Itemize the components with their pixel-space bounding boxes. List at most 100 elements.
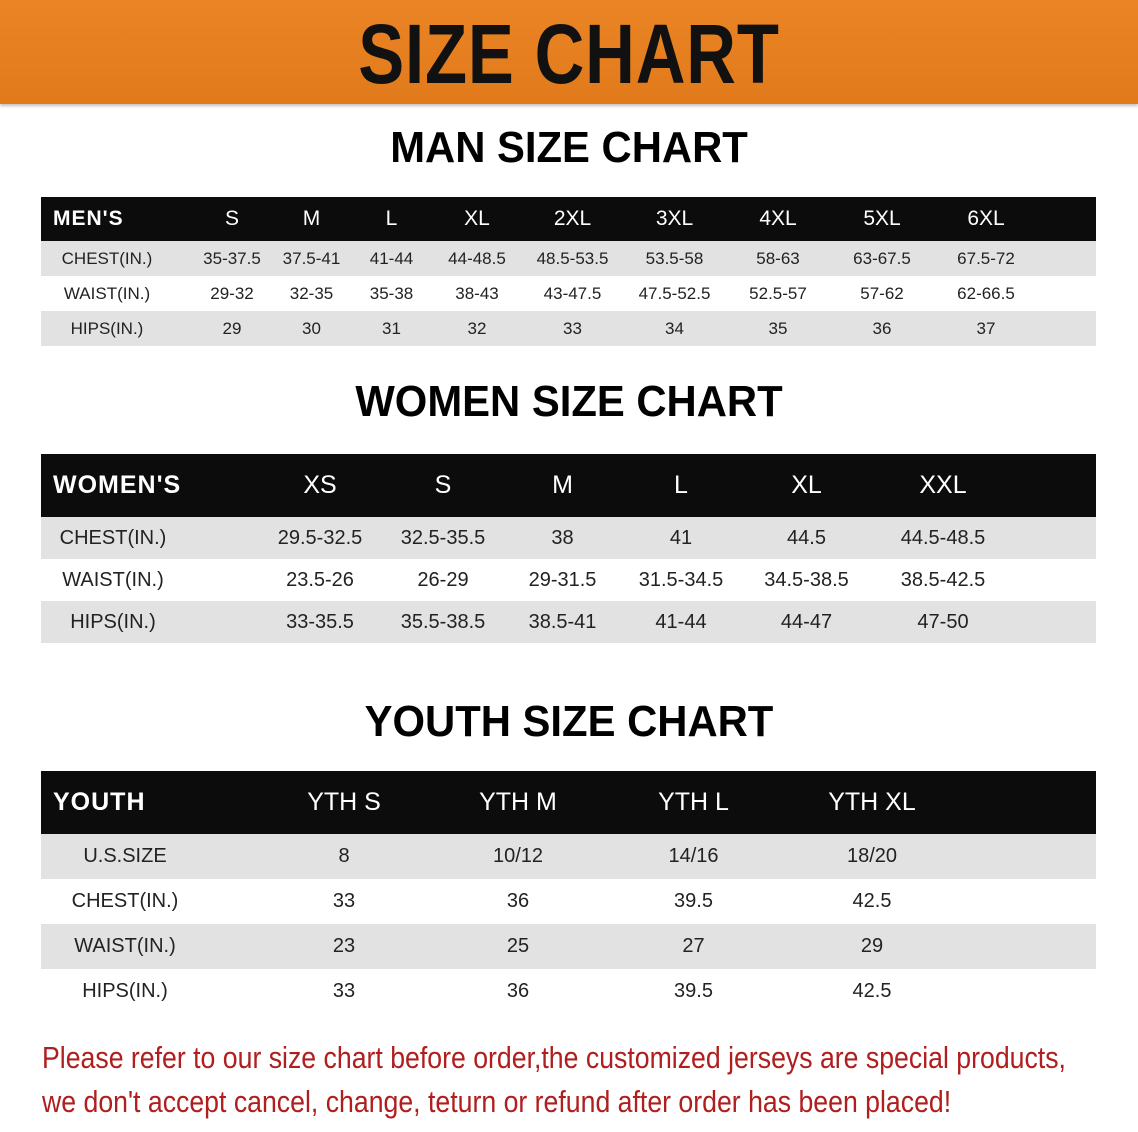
youth-size-table: YOUTH YTH S YTH M YTH L YTH XL U.S.SIZE 8 10/12…	[41, 771, 1096, 1014]
table-cell: 32	[467, 318, 487, 338]
row-label: CHEST(IN.)	[59, 526, 167, 549]
women-section-title: WOMEN SIZE CHART	[355, 377, 783, 426]
size-header: L	[385, 207, 398, 230]
table-cell: 38	[551, 526, 574, 549]
table-row: WAIST(IN.) 23.5-26 26-29 29-31.5 31.5-34.5 34…	[41, 559, 1096, 601]
table-row: WAIST(IN.) 23 25 27 29	[41, 924, 1096, 969]
table-cell: 36	[506, 890, 530, 912]
size-chart-banner: SIZE CHART	[0, 0, 1138, 104]
table-cell: 39.5	[674, 890, 713, 912]
table-row: HIPS(IN.) 29 30 31 32 33 34 35 36 37	[41, 311, 1096, 346]
size-header: XL	[464, 207, 490, 230]
table-corner-label: WOMEN'S	[53, 471, 182, 499]
table-cell: 63-67.5	[853, 248, 911, 268]
table-cell: 35.5-38.5	[400, 610, 486, 633]
table-cell: 30	[302, 318, 321, 338]
size-header: XS	[303, 471, 337, 499]
row-label: WAIST(IN.)	[63, 283, 151, 303]
table-row: CHEST(IN.) 33 36 39.5 42.5	[41, 879, 1096, 924]
size-header: 2XL	[553, 207, 592, 230]
table-cell: 33	[332, 980, 356, 1002]
table-cell: 29	[222, 318, 242, 338]
table-header-row: MEN'S S M L XL 2XL 3XL 4XL 5XL 6XL	[41, 197, 1096, 241]
table-cell: 57-62	[860, 283, 904, 303]
table-cell: 58-63	[756, 248, 800, 268]
table-cell: 14/16	[668, 845, 719, 867]
size-header: M	[552, 471, 573, 499]
table-cell: 29.5-32.5	[277, 526, 363, 549]
table-cell: 44-47	[780, 610, 833, 633]
table-cell: 44.5-48.5	[900, 526, 986, 549]
table-cell: 34	[665, 318, 684, 338]
size-header: XL	[791, 471, 822, 499]
table-row: WAIST(IN.) 29-32 32-35 35-38 38-43 43-47.5 47.…	[41, 276, 1096, 311]
table-cell: 38-43	[455, 283, 499, 303]
table-cell: 36	[872, 318, 892, 338]
table-cell: 23.5-26	[286, 568, 354, 591]
table-cell: 37.5-41	[282, 248, 341, 268]
table-cell: 8	[338, 845, 350, 867]
row-label: U.S.SIZE	[83, 845, 167, 867]
size-header: 4XL	[759, 207, 797, 230]
youth-section-title: YOUTH SIZE CHART	[364, 697, 774, 746]
table-row: U.S.SIZE 8 10/12 14/16 18/20	[41, 834, 1096, 879]
size-header: M	[302, 207, 321, 230]
notice-line-1: Please refer to our size chart before or…	[42, 1040, 1066, 1075]
table-cell: 38.5-42.5	[900, 568, 986, 591]
size-header: YTH M	[479, 788, 557, 816]
table-cell: 42.5	[852, 890, 892, 912]
row-label: HIPS(IN.)	[70, 610, 156, 633]
size-header: S	[434, 471, 452, 499]
table-header-row: WOMEN'S XS S M L XL XXL	[41, 454, 1096, 517]
table-cell: 52.5-57	[749, 283, 807, 303]
table-cell: 39.5	[674, 980, 713, 1002]
men-size-table: MEN'S S M L XL 2XL 3XL 4XL 5XL 6XL CHEST(IN.) 35-37…	[41, 197, 1096, 346]
table-row: CHEST(IN.) 29.5-32.5 32.5-35.5 38 41 44.5 44.5…	[41, 517, 1096, 559]
size-header: L	[674, 471, 688, 499]
table-cell: 37	[976, 318, 996, 338]
table-row: CHEST(IN.) 35-37.5 37.5-41 41-44 44-48.5 48.5…	[41, 241, 1096, 276]
table-cell: 31.5-34.5	[638, 568, 724, 591]
table-cell: 41	[669, 526, 693, 549]
table-cell: 33	[332, 890, 356, 912]
table-cell: 44-48.5	[448, 248, 506, 268]
table-corner-label: YOUTH	[53, 788, 146, 816]
table-cell: 25	[506, 935, 530, 957]
table-cell: 38.5-41	[528, 610, 597, 633]
size-header: S	[224, 207, 239, 230]
table-cell: 62-66.5	[957, 283, 1015, 303]
table-cell: 67.5-72	[957, 248, 1015, 268]
table-cell: 36	[506, 980, 530, 1002]
table-cell: 48.5-53.5	[536, 248, 609, 268]
table-cell: 23	[332, 935, 356, 957]
size-header: 6XL	[967, 207, 1005, 230]
table-cell: 26-29	[417, 568, 469, 591]
size-header: 5XL	[863, 207, 901, 230]
table-cell: 18/20	[846, 845, 898, 867]
table-cell: 47.5-52.5	[638, 283, 711, 303]
table-cell: 32.5-35.5	[400, 526, 486, 549]
table-cell: 31	[382, 318, 401, 338]
table-cell: 44.5	[787, 526, 826, 549]
table-cell: 35-37.5	[203, 248, 261, 268]
size-header: YTH XL	[828, 788, 916, 816]
table-cell: 43-47.5	[543, 283, 602, 303]
notice-line-2: we don't accept cancel, change, teturn o…	[42, 1084, 952, 1119]
table-cell: 35-38	[369, 283, 414, 303]
table-header-row: YOUTH YTH S YTH M YTH L YTH XL	[41, 771, 1096, 834]
size-header: XXL	[919, 471, 967, 499]
table-cell: 29-32	[210, 283, 254, 303]
table-cell: 42.5	[852, 980, 892, 1002]
table-cell: 41-44	[369, 248, 414, 268]
size-header: 3XL	[655, 207, 694, 230]
table-cell: 27	[682, 935, 705, 957]
table-row: HIPS(IN.) 33 36 39.5 42.5	[41, 969, 1096, 1014]
table-cell: 41-44	[655, 610, 707, 633]
men-section-title: MAN SIZE CHART	[390, 123, 748, 172]
row-label: HIPS(IN.)	[70, 318, 144, 338]
table-cell: 29	[860, 935, 884, 957]
row-label: WAIST(IN.)	[74, 935, 176, 957]
table-cell: 29-31.5	[528, 568, 597, 591]
table-cell: 32-35	[289, 283, 334, 303]
women-size-table: WOMEN'S XS S M L XL XXL CHEST(IN.) 29.5-32.5 32.5…	[41, 454, 1096, 643]
